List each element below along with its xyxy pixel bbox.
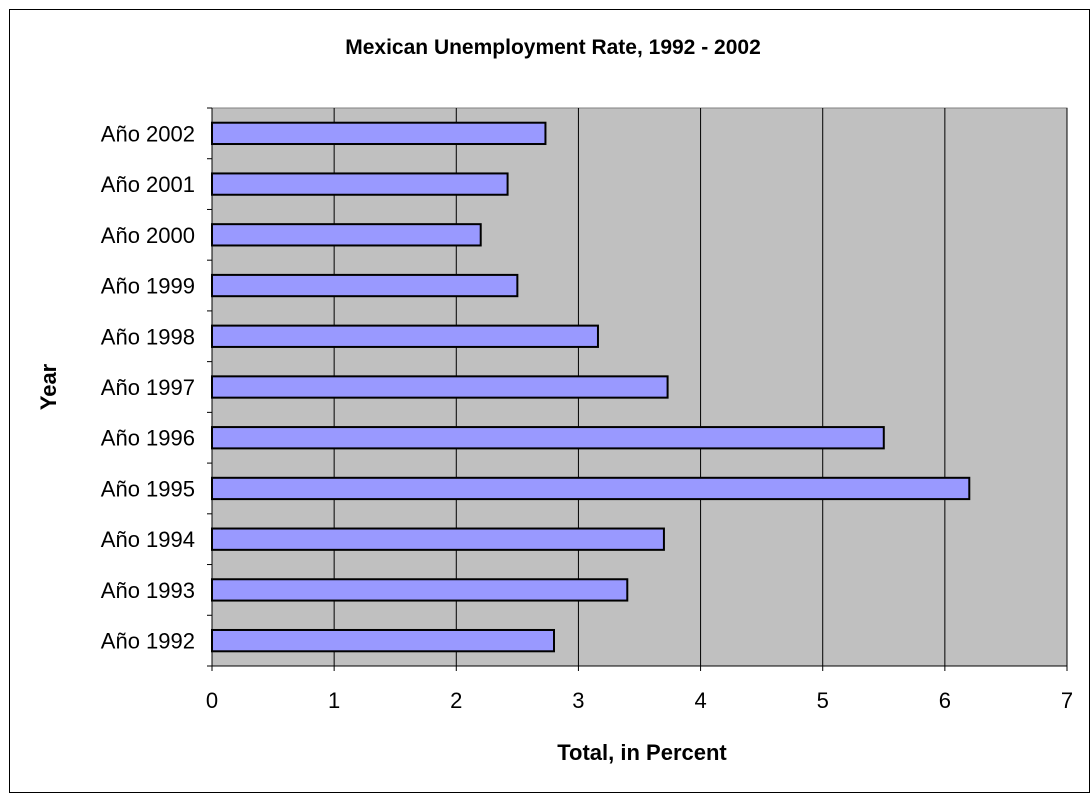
y-tick-labels: Año 1992 Año 1993 Año 1994 Año 1995 Año 1996… — [101, 121, 195, 653]
x-tick-labels: 0 1 2 3 4 5 6 7 — [206, 688, 1073, 713]
bar — [211, 172, 509, 196]
bar — [211, 578, 629, 602]
bar — [211, 527, 665, 551]
x-tick-label: 6 — [939, 688, 951, 713]
y-tick-label: Año 1995 — [101, 476, 195, 501]
y-axis-title: Year — [36, 363, 61, 410]
x-tick-label: 3 — [572, 688, 584, 713]
x-tick-label: 4 — [694, 688, 706, 713]
axes — [207, 107, 1068, 671]
x-tick-label: 0 — [206, 688, 218, 713]
y-tick-label: Año 2002 — [101, 121, 195, 146]
bars — [211, 121, 971, 653]
y-tick-label: Año 1992 — [101, 629, 195, 654]
bar — [211, 223, 482, 247]
y-tick-label: Año 2001 — [101, 172, 195, 197]
x-tick-label: 5 — [817, 688, 829, 713]
bar — [211, 324, 599, 348]
y-tick-label: Año 1993 — [101, 578, 195, 603]
x-axis-title: Total, in Percent — [557, 740, 727, 765]
bar — [211, 628, 555, 653]
bar — [211, 476, 971, 501]
x-tick-label: 7 — [1061, 688, 1073, 713]
y-tick-label: Año 1999 — [101, 274, 195, 299]
bar — [211, 375, 669, 399]
y-tick-label: Año 1997 — [101, 375, 195, 400]
y-tick-label: Año 1996 — [101, 426, 195, 451]
y-tick-label: Año 1998 — [101, 324, 195, 349]
chart-title: Mexican Unemployment Rate, 1992 - 2002 — [345, 36, 761, 59]
x-tick-label: 2 — [450, 688, 462, 713]
y-tick-label: Año 2000 — [101, 223, 195, 248]
x-tick-label: 1 — [328, 688, 340, 713]
bar — [211, 426, 885, 450]
bar — [211, 273, 519, 298]
bar — [211, 121, 547, 146]
y-tick-label: Año 1994 — [101, 527, 195, 552]
